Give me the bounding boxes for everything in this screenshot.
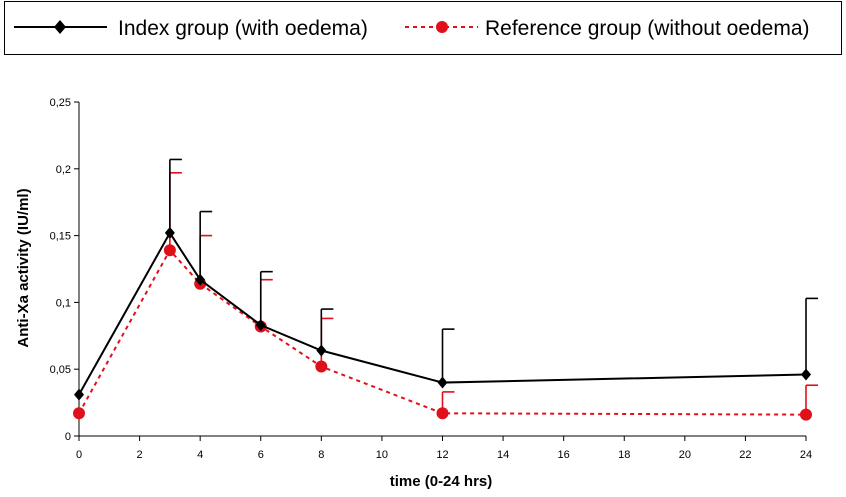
x-tick-label: 4 bbox=[197, 449, 203, 461]
data-point bbox=[74, 388, 84, 401]
data-point bbox=[163, 244, 176, 257]
y-axis-title: Anti-Xa activity (IU/ml) bbox=[15, 188, 32, 347]
series-0 bbox=[74, 158, 818, 401]
x-tick-label: 20 bbox=[679, 449, 691, 461]
data-point bbox=[316, 344, 327, 357]
x-tick-label: 8 bbox=[318, 449, 324, 461]
x-tick-label: 22 bbox=[739, 449, 751, 461]
x-tick-label: 18 bbox=[618, 449, 630, 461]
x-tick-label: 16 bbox=[558, 449, 570, 461]
legend-label-reference: Reference group (without oedema) bbox=[485, 17, 810, 40]
x-tick-label: 24 bbox=[800, 449, 812, 461]
y-tick-label: 0 bbox=[65, 431, 71, 443]
legend bbox=[4, 1, 842, 55]
legend-marker-reference bbox=[436, 21, 448, 33]
data-point bbox=[255, 319, 266, 332]
x-tick-label: 6 bbox=[258, 449, 264, 461]
legend-layer: Index group (with oedema) Reference group… bbox=[14, 17, 810, 40]
data-point bbox=[436, 407, 449, 420]
data-point bbox=[800, 408, 812, 421]
x-axis-title: time (0-24 hrs) bbox=[390, 473, 493, 490]
y-tick-label: 0,15 bbox=[50, 231, 71, 243]
y-tick-label: 0,2 bbox=[56, 164, 71, 176]
axes: 00,050,10,150,20,250 2 4 6 8 10 12 14 16 18 20 22 24 bbox=[50, 97, 813, 461]
x-tick-label: 0 bbox=[76, 449, 82, 461]
y-tick-label: 0,25 bbox=[50, 97, 71, 109]
data-point bbox=[315, 360, 328, 373]
legend-label-index: Index group (with oedema) bbox=[118, 17, 368, 40]
x-tick-label: 14 bbox=[497, 449, 509, 461]
series-layer bbox=[73, 158, 818, 421]
data-point bbox=[195, 273, 206, 286]
data-point bbox=[73, 407, 85, 420]
data-point bbox=[437, 376, 448, 389]
data-point bbox=[801, 368, 811, 381]
data-point bbox=[164, 226, 175, 239]
x-tick-label: 2 bbox=[137, 449, 143, 461]
y-tick-label: 0,05 bbox=[50, 364, 71, 376]
y-tick-label: 0,1 bbox=[56, 297, 71, 309]
x-tick-label: 12 bbox=[436, 449, 448, 461]
x-tick-label: 10 bbox=[376, 449, 388, 461]
legend-marker-index bbox=[54, 20, 66, 34]
